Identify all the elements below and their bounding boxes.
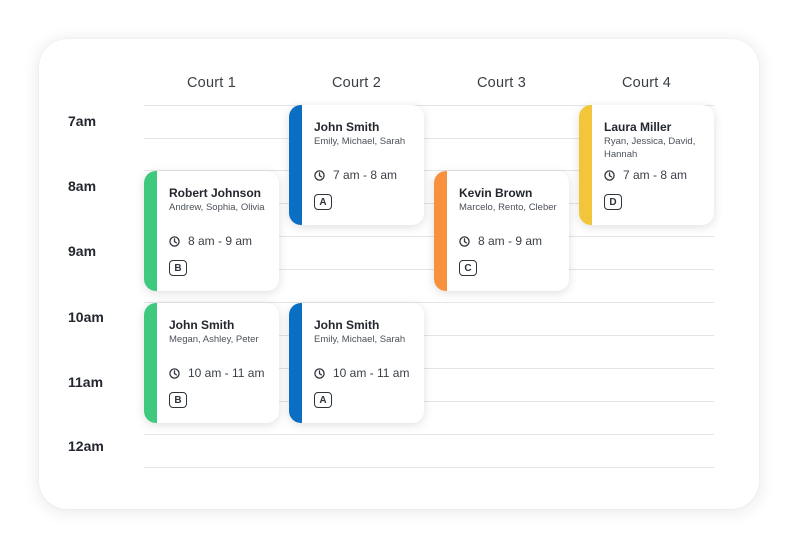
court-badge: A: [314, 392, 332, 408]
booking-card[interactable]: Kevin Brown Marcelo, Rento, Cleber 8 am …: [434, 171, 569, 291]
clock-icon: [459, 235, 470, 247]
time-label-10am: 10am: [68, 309, 104, 325]
booking-time-row: 7 am - 8 am: [314, 168, 397, 182]
court-badge: D: [604, 194, 622, 210]
time-label-12am: 12am: [68, 438, 104, 454]
booking-card[interactable]: John Smith Megan, Ashley, Peter 10 am - …: [144, 303, 279, 423]
booking-time: 10 am - 11 am: [188, 366, 265, 380]
booking-time: 8 am - 9 am: [478, 234, 543, 248]
grid-line: [144, 236, 714, 237]
grid-line: [144, 368, 714, 369]
booking-time-row: 8 am - 9 am: [169, 234, 252, 248]
booking-card[interactable]: Robert Johnson Andrew, Sophia, Olivia 8 …: [144, 171, 279, 291]
booking-name: John Smith: [169, 318, 235, 332]
clock-icon: [604, 169, 615, 181]
clock-icon: [314, 367, 325, 379]
court-color-bar: [144, 171, 157, 291]
clock-icon: [169, 367, 180, 379]
grid-line: [144, 269, 714, 270]
booking-players: Ryan, Jessica, David, Hannah: [604, 136, 696, 160]
clock-icon: [314, 169, 325, 181]
court-color-bar: [434, 171, 447, 291]
booking-time: 10 am - 11 am: [333, 366, 410, 380]
court-header-2: Court 2: [332, 75, 381, 91]
grid-line: [144, 105, 714, 106]
grid-line: [144, 335, 714, 336]
grid-line: [144, 203, 714, 204]
booking-card[interactable]: Laura Miller Ryan, Jessica, David, Hanna…: [579, 105, 714, 225]
grid-line: [144, 467, 714, 468]
court-color-bar: [289, 303, 302, 423]
booking-players: Andrew, Sophia, Olivia: [169, 202, 265, 213]
court-color-bar: [289, 105, 302, 225]
court-header-1: Court 1: [187, 75, 236, 91]
booking-card[interactable]: John Smith Emily, Michael, Sarah 10 am -…: [289, 303, 424, 423]
booking-time-row: 8 am - 9 am: [459, 234, 542, 248]
grid-line: [144, 138, 714, 139]
booking-time: 7 am - 8 am: [333, 168, 398, 182]
booking-name: Kevin Brown: [459, 186, 533, 200]
court-badge: B: [169, 260, 187, 276]
booking-players: Megan, Ashley, Peter: [169, 334, 259, 345]
booking-time: 7 am - 8 am: [623, 168, 688, 182]
booking-time-row: 10 am - 11 am: [169, 366, 264, 380]
time-label-8am: 8am: [68, 178, 97, 194]
booking-name: Robert Johnson: [169, 186, 261, 200]
booking-card[interactable]: John Smith Emily, Michael, Sarah 7 am - …: [289, 105, 424, 225]
court-color-bar: [144, 303, 157, 423]
booking-players: Emily, Michael, Sarah: [314, 136, 406, 147]
court-badge: C: [459, 260, 477, 276]
booking-name: Laura Miller: [604, 120, 672, 134]
time-label-9am: 9am: [68, 243, 97, 259]
grid-line: [144, 401, 714, 402]
booking-time-row: 10 am - 11 am: [314, 366, 409, 380]
court-badge: A: [314, 194, 332, 210]
clock-icon: [169, 235, 180, 247]
grid-line: [144, 170, 714, 171]
court-badge: B: [169, 392, 187, 408]
booking-time-row: 7 am - 8 am: [604, 168, 687, 182]
booking-players: Marcelo, Rento, Cleber: [459, 202, 557, 213]
booking-name: John Smith: [314, 318, 380, 332]
time-label-7am: 7am: [68, 113, 97, 129]
time-label-11am: 11am: [68, 374, 104, 390]
court-color-bar: [579, 105, 592, 225]
grid-line: [144, 302, 714, 303]
court-header-3: Court 3: [477, 75, 526, 91]
court-header-4: Court 4: [622, 75, 671, 91]
booking-players: Emily, Michael, Sarah: [314, 334, 406, 345]
booking-name: John Smith: [314, 120, 380, 134]
booking-time: 8 am - 9 am: [188, 234, 253, 248]
grid-line: [144, 434, 714, 435]
